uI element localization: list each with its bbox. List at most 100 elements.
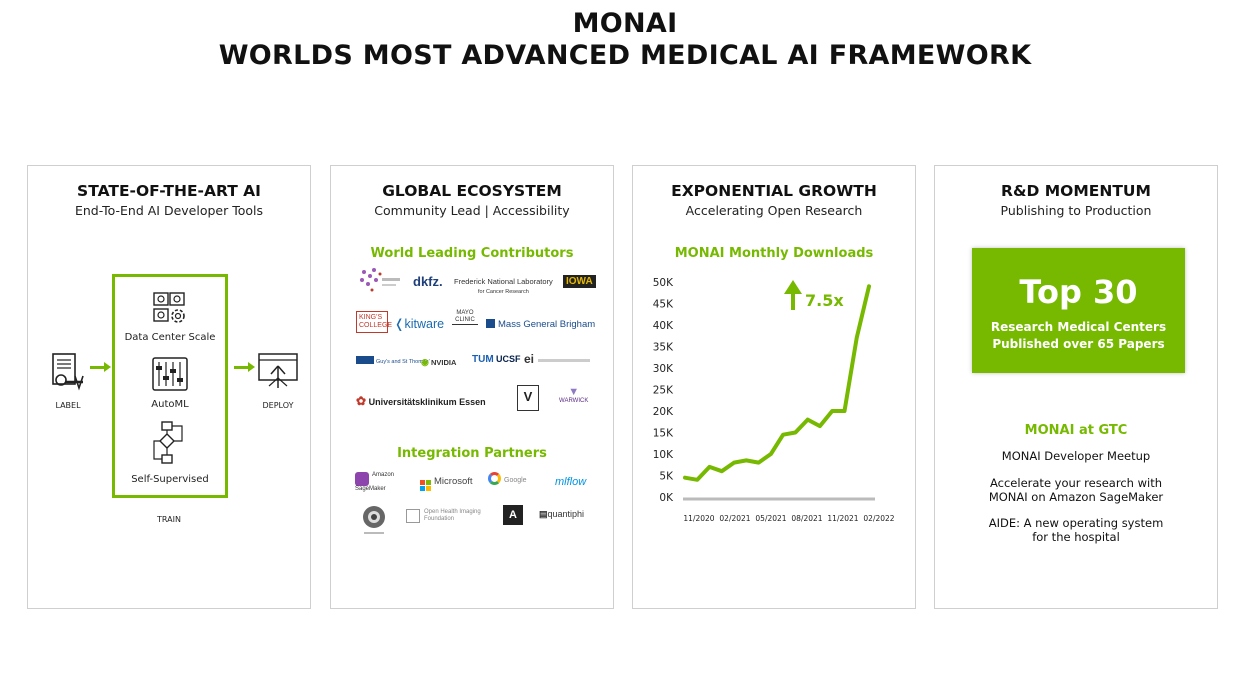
y-tick-label: 10K [653, 449, 674, 461]
research-center-logo-icon [360, 268, 400, 292]
nvidia-name: NVIDIA [430, 358, 457, 367]
warwick-name: WARWICK [559, 398, 589, 404]
google-logo: Google [488, 472, 527, 485]
dkfz-logo: dkfz. [413, 274, 443, 289]
panel-subtitle: Publishing to Production [1000, 203, 1152, 218]
title-line-2: WORLDS MOST ADVANCED MEDICAL AI FRAMEWOR… [218, 40, 1032, 71]
gtc-item-meetup: MONAI Developer Meetup [1001, 449, 1151, 463]
quantiphi-name: quantiphi [547, 509, 585, 519]
ohif-name: Open Health Imaging Foundation [424, 509, 481, 522]
sliders-icon [152, 357, 188, 391]
y-tick-label: 30K [653, 363, 674, 375]
panel-global-ecosystem: GLOBAL ECOSYSTEM Community Lead | Access… [330, 165, 614, 609]
y-tick-label: 20K [653, 406, 674, 418]
panel-subtitle: Accelerating Open Research [685, 203, 863, 218]
deploy-text: DEPLOY [262, 401, 294, 410]
tum-logo: TUM [472, 354, 494, 365]
kitware-name: kitware [404, 317, 445, 331]
gtc-item-sagemaker-line-1: Accelerate your research with [990, 476, 1162, 490]
guys-logo: Guy's and St Thomas' [356, 356, 430, 365]
top-30-heading: Top 30 [1019, 273, 1138, 311]
label-document-icon [52, 353, 84, 391]
ohif-mark-icon [406, 509, 420, 523]
warwick-logo: ▼ WARWICK [559, 386, 588, 404]
gtc-heading: MONAI at GTC [1024, 423, 1128, 438]
microsoft-name: Microsoft [434, 476, 473, 487]
uk-essen-mark-icon: ✿ [356, 394, 367, 408]
x-tick-label: 11/2020 [683, 514, 714, 523]
y-tick-label: 35K [653, 342, 674, 354]
panel-state-of-the-art-ai: STATE-OF-THE-ART AI End-To-End AI Develo… [27, 165, 311, 609]
downloads-chart: 0K 5K 10K 15K 20K 25K 30K 35K 40K 45K 50K 11/2020 0… [653, 277, 895, 523]
top-30-box: Top 30 Research Medical Centers Publishe… [972, 248, 1185, 373]
nvidia-logo: ◉ NVIDIA [421, 357, 456, 368]
kings-logo: KING'S COLLEGE [356, 311, 392, 333]
sagemaker-name: Amazon SageMaker [355, 472, 395, 492]
uk-essen-logo: ✿ Universitätsklinikum Essen [356, 394, 486, 408]
mgb-mark-icon [486, 319, 495, 328]
google-name: Google [504, 477, 527, 484]
quantiphi-logo: ▤quantiphi [539, 509, 584, 520]
y-tick-label: 45K [653, 299, 674, 311]
label-step: LABEL [48, 352, 88, 410]
partners-heading: Integration Partners [397, 446, 547, 461]
gtc-item-sagemaker-line-2: MONAI on Amazon SageMaker [988, 490, 1164, 504]
kitware-logo: ❬kitware [394, 316, 444, 331]
3dslicer-icon [363, 506, 385, 534]
arrow-to-train-icon [90, 362, 111, 372]
ucsf-logo: UCSF [496, 354, 521, 364]
warwick-mark-icon: ▼ [568, 386, 580, 398]
x-tick-label: 11/2021 [827, 514, 858, 523]
stage-label-data-center: Data Center Scale [124, 332, 216, 343]
panel-subtitle: Community Lead | Accessibility [374, 203, 570, 218]
panel-title: R&D MOMENTUM [1001, 182, 1151, 200]
iowa-logo: IOWA [563, 275, 596, 288]
mgb-logo: Mass General Brigham [486, 319, 595, 330]
chart-heading: MONAI Monthly Downloads [674, 246, 874, 261]
frederick-sub: for Cancer Research [478, 289, 529, 295]
top-30-line-2: Published over 65 Papers [992, 337, 1165, 351]
gtc-item-aide: AIDE: A new operating system for the hos… [935, 516, 1217, 544]
nhs-mark-icon [356, 356, 374, 364]
panel-title: EXPONENTIAL GROWTH [671, 182, 877, 200]
vanderbilt-logo: V [517, 385, 539, 411]
stage-label-self-supervised: Self-Supervised [131, 474, 209, 485]
panel-rd-momentum: R&D MOMENTUM Publishing to Production To… [934, 165, 1218, 609]
sagemaker-mark-icon [355, 472, 369, 486]
arrow-to-deploy-icon [234, 362, 255, 372]
frederick-name: Frederick National Laboratory [454, 277, 553, 286]
train-label: TRAIN [157, 515, 181, 524]
nvidia-eye-icon: ◉ [421, 357, 429, 367]
panel-subtitle: End-To-End AI Developer Tools [74, 203, 263, 218]
sagemaker-logo: Amazon SageMaker [355, 472, 401, 493]
y-tick-label: 25K [653, 385, 674, 397]
downloads-series-line [683, 284, 871, 482]
microsoft-logo: Microsoft [420, 476, 473, 491]
mlflow-logo: mlflow [555, 476, 587, 488]
title-line-1: MONAI [572, 8, 678, 39]
stage-automl: AutoML [115, 356, 225, 410]
deploy-window-icon [258, 353, 298, 388]
gear-cluster-icon [153, 292, 185, 323]
3dslicer-logo [359, 503, 389, 542]
flowchart-icon [153, 421, 183, 464]
y-tick-label: 50K [653, 277, 674, 289]
y-tick-label: 5K [659, 471, 674, 483]
stage-label-automl: AutoML [151, 399, 189, 410]
stage-self-supervised: Self-Supervised [115, 421, 225, 485]
growth-multiplier: 7.5x [805, 291, 844, 310]
a-partner-logo-icon: A [503, 505, 523, 525]
panel-exponential-growth: EXPONENTIAL GROWTH Accelerating Open Res… [632, 165, 916, 609]
ohif-logo: Open Health Imaging Foundation [406, 509, 496, 523]
top-30-line-1: Research Medical Centers [990, 320, 1167, 334]
panel-title: STATE-OF-THE-ART AI [77, 182, 261, 200]
frederick-logo: Frederick National Laboratory for Cancer… [454, 277, 553, 295]
microsoft-mark-icon [420, 480, 431, 491]
uk-essen-name: Universitätsklinikum Essen [368, 397, 486, 407]
x-tick-label: 05/2021 [755, 514, 786, 523]
guys-name: Guy's and St Thomas' [376, 359, 430, 365]
ei-logo: ei [524, 352, 535, 366]
quantiphi-mark-icon: ▤ [539, 509, 548, 519]
y-tick-label: 40K [653, 320, 674, 332]
train-box: Data Center Scale AutoML [112, 274, 228, 498]
